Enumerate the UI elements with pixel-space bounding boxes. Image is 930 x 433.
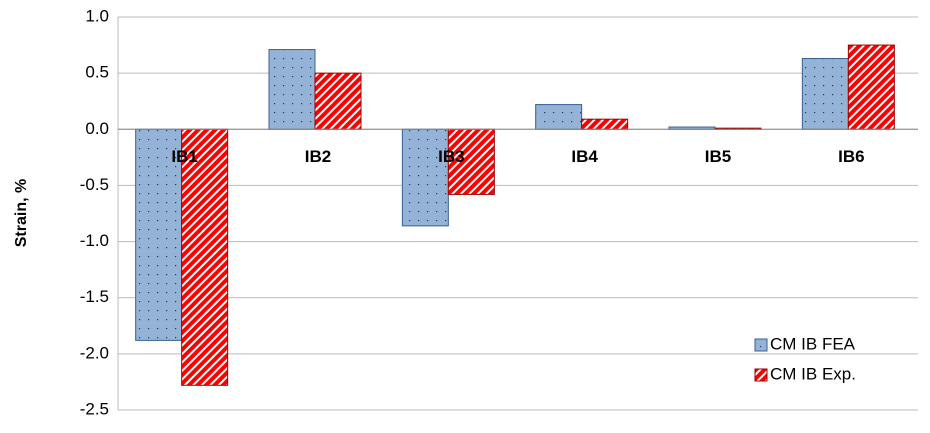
y-tick-label: -1.0	[80, 231, 109, 250]
bar	[801, 58, 849, 130]
y-tick-label: 0.5	[85, 63, 109, 82]
y-tick-label: -2.5	[80, 399, 109, 418]
bar	[535, 104, 583, 130]
bar	[268, 49, 316, 130]
bar	[581, 118, 629, 130]
y-tick-label: -1.5	[80, 287, 109, 306]
legend-swatch	[754, 338, 768, 352]
x-tick-label: IB6	[838, 147, 864, 166]
x-tick-label: IB4	[571, 147, 598, 166]
x-tick-label: IB2	[305, 147, 331, 166]
y-axis-label: Strain, %	[13, 179, 30, 247]
bar	[401, 128, 449, 227]
y-tick-label: -0.5	[80, 175, 109, 194]
bar	[447, 128, 495, 195]
x-tick-label: IB5	[705, 147, 731, 166]
y-tick-label: -2.0	[80, 343, 109, 362]
bar	[314, 72, 362, 130]
x-tick-label: IB3	[438, 147, 464, 166]
bar	[847, 44, 895, 130]
y-tick-label: 0.0	[85, 119, 109, 138]
legend-swatch	[754, 368, 768, 382]
legend-label: CM IB FEA	[770, 334, 856, 353]
bar	[181, 128, 229, 386]
x-tick-label: IB1	[171, 147, 197, 166]
legend-label: CM IB Exp.	[770, 364, 856, 383]
y-tick-label: 1.0	[85, 6, 109, 25]
